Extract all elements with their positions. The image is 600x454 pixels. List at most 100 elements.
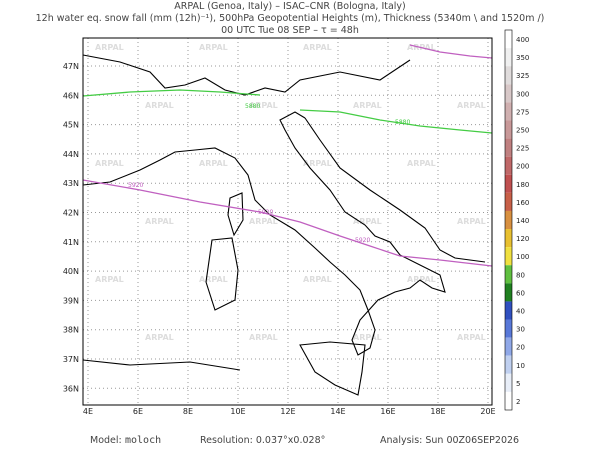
watermark: ARPAL	[145, 217, 174, 226]
watermark: ARPAL	[145, 333, 174, 342]
lat-label: 36N	[63, 384, 79, 393]
lat-label: 45N	[63, 121, 79, 130]
watermark: ARPAL	[249, 101, 278, 110]
colorbar-swatch	[505, 319, 512, 338]
colorbar-label: 225	[516, 145, 529, 153]
colorbar-label: 200	[516, 163, 529, 171]
lat-label: 42N	[63, 209, 79, 218]
lon-label: 12E	[280, 407, 295, 416]
watermark: ARPAL	[303, 275, 332, 284]
colorbar-label: 325	[516, 72, 529, 80]
footer-analysis: Analysis: Sun 00Z06SEP2026	[380, 435, 519, 446]
contour-green	[82, 89, 493, 134]
lat-label: 40N	[63, 267, 79, 276]
colorbar-swatch	[505, 283, 512, 302]
watermark: ARPAL	[353, 101, 382, 110]
graticule: 4E 6E 8E 10E 12E 14E 16E 18E 20E 47N 46N 45N 44N 43N 4…	[63, 38, 496, 416]
contour-label: 5920	[258, 209, 273, 216]
watermark: ARPAL	[457, 217, 486, 226]
coastline	[82, 54, 486, 396]
lon-label: 10E	[230, 407, 245, 416]
watermark: ARPAL	[353, 333, 382, 342]
lat-label: 38N	[63, 326, 79, 335]
colorbar-swatch	[505, 192, 512, 211]
header-line: 00 UTC Tue 08 SEP – τ = 48h	[221, 25, 359, 36]
lon-label: 14E	[330, 407, 345, 416]
lat-label: 39N	[63, 296, 79, 305]
header-line: ARPAL (Genoa, Italy) – ISAC–CNR (Bologna…	[174, 1, 406, 12]
lon-label: 20E	[480, 407, 495, 416]
lon-label: 18E	[430, 407, 445, 416]
watermark: ARPAL	[407, 159, 436, 168]
colorbar-swatch	[505, 301, 512, 320]
colorbar-label: 120	[516, 235, 529, 243]
colorbar-label: 350	[516, 54, 529, 62]
lon-label: 6E	[133, 407, 143, 416]
colorbar-label: 80	[516, 271, 525, 279]
colorbar-frame	[504, 29, 513, 411]
watermark: ARPAL	[303, 43, 332, 52]
lat-label: 44N	[63, 150, 79, 159]
colorbar-label: 400	[516, 36, 529, 44]
colorbar-swatch	[505, 138, 512, 157]
colorbar-label: 20	[516, 344, 525, 352]
colorbar-swatch	[505, 102, 512, 121]
watermark: ARPAL	[457, 101, 486, 110]
colorbar-swatch	[505, 265, 512, 284]
colorbar-label: 10	[516, 362, 525, 370]
lat-label: 46N	[63, 91, 79, 100]
colorbar-swatch	[505, 355, 512, 374]
colorbar-swatch	[505, 391, 512, 410]
lat-label: 47N	[63, 62, 79, 71]
colorbar-swatch	[505, 120, 512, 139]
watermark: ARPAL	[95, 275, 124, 284]
lat-label: 37N	[63, 355, 79, 364]
colorbar-label: 100	[516, 253, 529, 261]
lon-label: 16E	[380, 407, 395, 416]
colorbar-swatch	[505, 84, 512, 103]
lat-label: 43N	[63, 179, 79, 188]
colorbar-swatch	[505, 229, 512, 248]
lon-label: 4E	[83, 407, 93, 416]
contour-label: 5920	[128, 182, 143, 189]
colorbar-swatch	[505, 373, 512, 392]
colorbar-label: 40	[516, 307, 525, 315]
colorbar-label: 5	[516, 380, 520, 388]
watermark: ARPAL	[145, 101, 174, 110]
watermark: ARPAL	[249, 217, 278, 226]
colorbar-swatch	[505, 337, 512, 356]
watermark: ARPAL	[457, 333, 486, 342]
footer-model-label: Model:	[90, 435, 122, 446]
lon-label: 8E	[183, 407, 193, 416]
footer-resolution: Resolution: 0.037°x0.028°	[200, 435, 325, 446]
footer-model: moloch	[125, 435, 161, 446]
header-line: 12h water eq. snow fall (mm (12h)⁻¹), 50…	[36, 13, 545, 24]
colorbar-label: 180	[516, 181, 529, 189]
contour-label: 5880	[395, 119, 410, 126]
contour-label: 5920	[355, 237, 370, 244]
map-frame	[82, 37, 493, 406]
colorbar-label: 60	[516, 289, 525, 297]
colorbar-label: 2	[516, 398, 520, 406]
colorbar-label: 140	[516, 217, 529, 225]
colorbar-label: 275	[516, 108, 529, 116]
colorbar-label: 30	[516, 326, 525, 334]
colorbar-label: 160	[516, 199, 529, 207]
watermark: ARPAL	[199, 275, 228, 284]
colorbar-swatch	[505, 174, 512, 193]
watermark: ARPAL	[95, 159, 124, 168]
contour-magenta	[82, 44, 493, 267]
watermark: ARPAL	[353, 217, 382, 226]
watermark: ARPAL	[303, 159, 332, 168]
colorbar-swatch	[505, 30, 512, 49]
colorbar-label: 250	[516, 127, 529, 135]
colorbar: 400 350 325 300 275 250 225 200 180 160 140 120 100 8…	[504, 29, 529, 411]
lat-label: 41N	[63, 238, 79, 247]
watermark: ARPAL	[95, 43, 124, 52]
colorbar-swatch	[505, 247, 512, 266]
colorbar-label: 300	[516, 90, 529, 98]
watermark: ARPAL	[199, 43, 228, 52]
colorbar-swatch	[505, 66, 512, 85]
colorbar-swatch	[505, 48, 512, 67]
